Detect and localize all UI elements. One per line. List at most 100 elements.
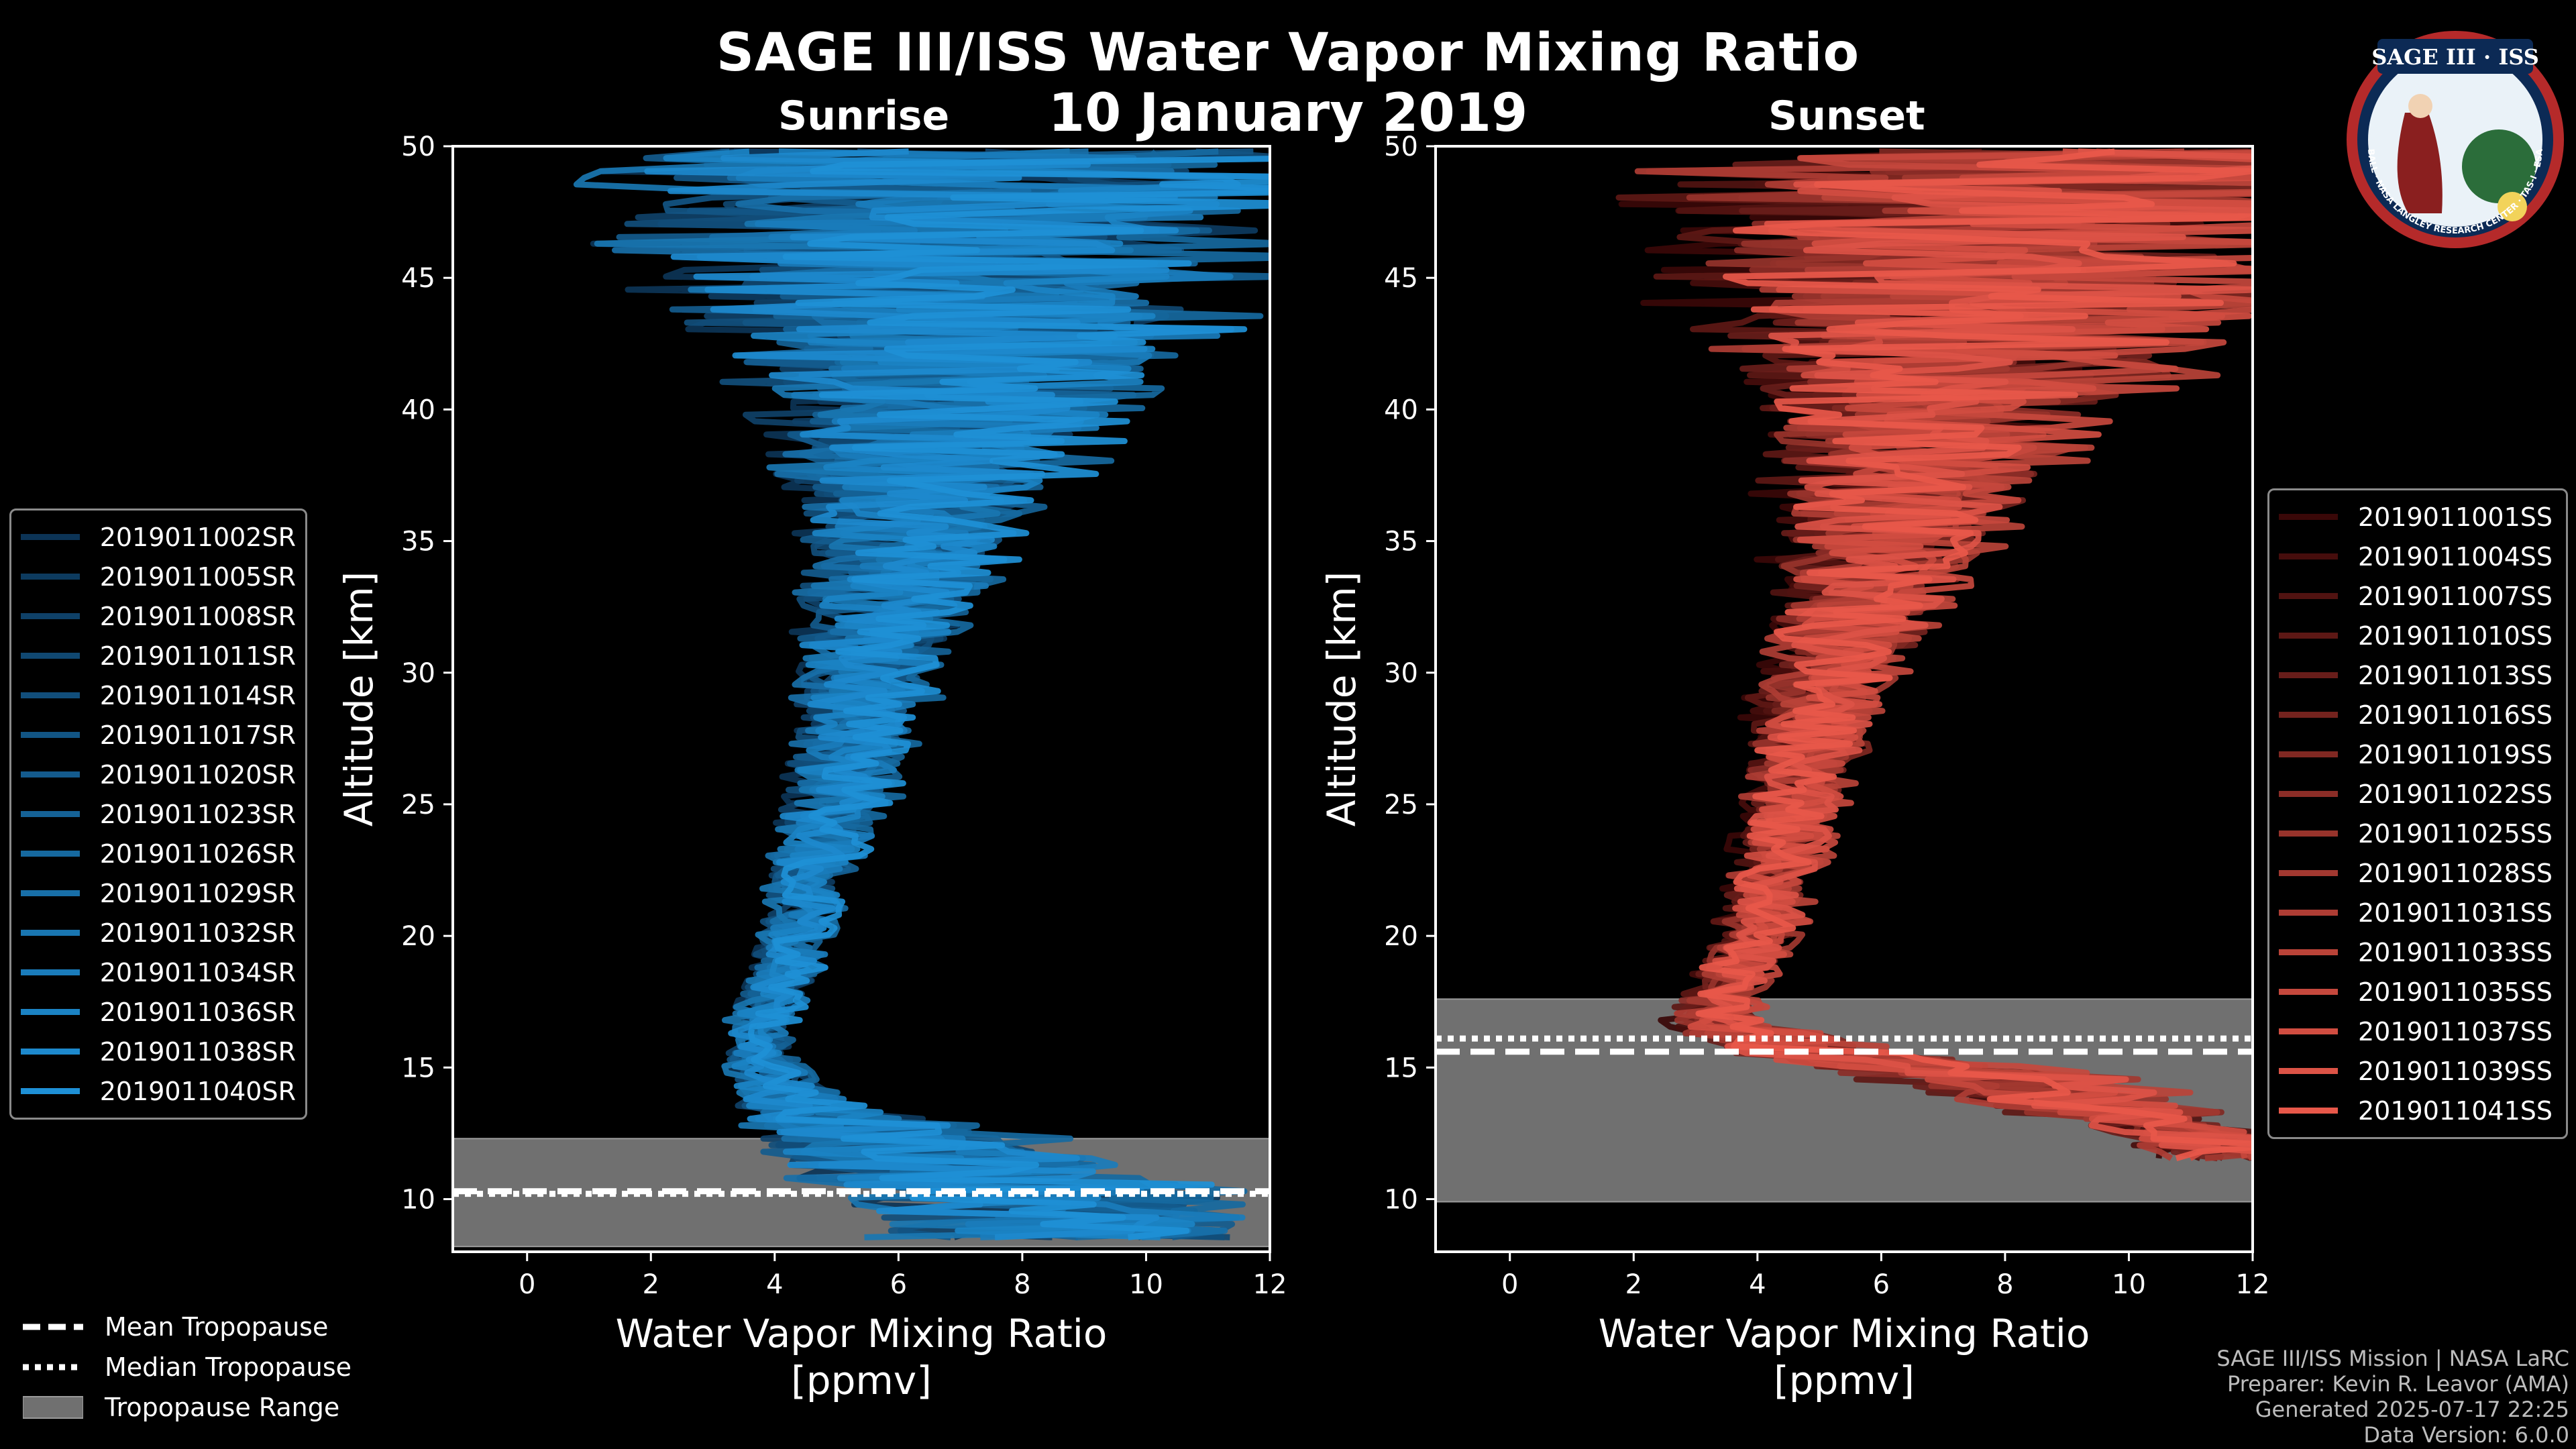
- legend-label: 2019011020SR: [99, 759, 296, 790]
- sunset-legend: 2019011001SS 2019011004SS 2019011007SS 2019…: [2267, 488, 2568, 1139]
- x-tick-label: 8: [1996, 1269, 2013, 1300]
- y-tick-label: 10: [401, 1185, 435, 1216]
- legend-label: 2019011040SR: [99, 1076, 296, 1106]
- tropopause-legend-median: Median Tropopause: [23, 1347, 352, 1387]
- x-tick-label: 12: [2236, 1269, 2270, 1300]
- y-tick-label: 25: [401, 790, 435, 820]
- legend-swatch: [21, 692, 80, 698]
- tropopause-range-label: Tropopause Range: [105, 1393, 340, 1422]
- legend-label: 2019011029SR: [99, 878, 296, 908]
- legend-item: 2019011019SS: [2279, 735, 2557, 774]
- x-axis-label: [ppmv]: [791, 1358, 932, 1403]
- x-tick-label: 12: [1253, 1269, 1287, 1300]
- legend-label: 2019011025SS: [2358, 818, 2553, 849]
- legend-swatch: [2279, 672, 2338, 678]
- legend-label: 2019011007SS: [2358, 581, 2553, 611]
- legend-item: 2019011016SS: [2279, 695, 2557, 735]
- legend-swatch: [21, 969, 80, 975]
- legend-item: 2019011028SS: [2279, 853, 2557, 893]
- sunset-panel-label: Sunset: [1768, 93, 1925, 140]
- x-tick-label: 2: [643, 1269, 659, 1300]
- legend-item: 2019011023SR: [21, 794, 296, 834]
- tropopause-median-label: Median Tropopause: [105, 1352, 352, 1382]
- y-tick-label: 45: [401, 263, 435, 294]
- legend-swatch: [21, 890, 80, 896]
- profile-lines: [1615, 148, 2253, 1162]
- legend-swatch: [2279, 1068, 2338, 1074]
- legend-swatch: [21, 732, 80, 738]
- legend-label: 2019011016SS: [2358, 700, 2553, 730]
- x-tick-label: 6: [1873, 1269, 1890, 1300]
- y-axis-label: Altitude [km]: [336, 572, 382, 826]
- footer-line-preparer: Preparer: Kevin R. Leavor (AMA): [2226, 1371, 2569, 1397]
- plot-frame: [1434, 145, 2254, 1253]
- y-tick-label: 30: [1384, 658, 1418, 689]
- legend-item: 2019011036SR: [21, 992, 296, 1032]
- x-tick-label: 10: [2112, 1269, 2146, 1300]
- legend-label: 2019011026SR: [99, 839, 296, 869]
- legend-swatch: [21, 1049, 80, 1055]
- x-tick-label: 2: [1625, 1269, 1642, 1300]
- legend-swatch: [2279, 751, 2338, 757]
- y-tick-label: 20: [1384, 921, 1418, 952]
- x-tick-label: 8: [1014, 1269, 1030, 1300]
- y-tick-label: 25: [1384, 790, 1418, 820]
- legend-item: 2019011033SS: [2279, 932, 2557, 972]
- legend-swatch: [2279, 514, 2338, 520]
- legend-label: 2019011014SR: [99, 680, 296, 710]
- legend-label: 2019011034SR: [99, 957, 296, 987]
- legend-swatch: [2279, 791, 2338, 797]
- legend-label: 2019011004SS: [2358, 541, 2553, 572]
- legend-item: 2019011029SR: [21, 873, 296, 913]
- x-tick-label: 0: [519, 1269, 535, 1300]
- y-tick-label: 10: [1384, 1185, 1418, 1216]
- x-tick-label: 10: [1129, 1269, 1163, 1300]
- legend-item: 2019011008SR: [21, 596, 296, 636]
- legend-swatch: [21, 851, 80, 857]
- sage-mission-logo: SAGE III · ISS BALL · NASA LANGLEY RESEA…: [2347, 31, 2564, 248]
- plot-frame: [451, 145, 1271, 1253]
- y-tick-label: 50: [401, 131, 435, 162]
- legend-item: 2019011010SS: [2279, 616, 2557, 655]
- chart-title: SAGE III/ISS Water Vapor Mixing Ratio: [716, 23, 1860, 83]
- legend-swatch: [21, 930, 80, 936]
- y-tick-label: 15: [401, 1053, 435, 1083]
- legend-item: 2019011004SS: [2279, 537, 2557, 576]
- legend-label: 2019011001SS: [2358, 502, 2553, 532]
- legend-item: 2019011005SR: [21, 557, 296, 596]
- legend-item: 2019011037SS: [2279, 1012, 2557, 1051]
- range-swatch-icon: [23, 1396, 83, 1419]
- legend-swatch: [21, 574, 80, 580]
- legend-swatch: [2279, 593, 2338, 599]
- y-tick-label: 35: [1384, 527, 1418, 557]
- legend-item: 2019011022SS: [2279, 774, 2557, 814]
- profile-line: [747, 156, 1270, 1240]
- legend-label: 2019011002SR: [99, 522, 296, 552]
- legend-label: 2019011032SR: [99, 918, 296, 948]
- legend-item: 2019011020SR: [21, 755, 296, 794]
- chart-date: 10 January 2019: [1048, 83, 1528, 144]
- profile-line: [1695, 148, 2253, 1162]
- legend-swatch: [2279, 553, 2338, 559]
- y-tick-label: 40: [1384, 394, 1418, 425]
- legend-label: 2019011013SS: [2358, 660, 2553, 690]
- legend-item: 2019011007SS: [2279, 576, 2557, 616]
- legend-swatch: [2279, 949, 2338, 955]
- x-tick-label: 0: [1501, 1269, 1518, 1300]
- tropopause-legend: Mean Tropopause Median Tropopause Tropop…: [23, 1307, 352, 1428]
- y-tick-label: 45: [1384, 263, 1418, 294]
- legend-label: 2019011017SR: [99, 720, 296, 750]
- x-tick-label: 4: [766, 1269, 783, 1300]
- legend-label: 2019011041SS: [2358, 1095, 2553, 1126]
- legend-label: 2019011031SS: [2358, 898, 2553, 928]
- legend-label: 2019011037SS: [2358, 1016, 2553, 1046]
- legend-swatch: [2279, 870, 2338, 876]
- legend-label: 2019011011SR: [99, 641, 296, 671]
- legend-label: 2019011023SR: [99, 799, 296, 829]
- tropopause-legend-mean: Mean Tropopause: [23, 1307, 352, 1347]
- legend-swatch: [2279, 989, 2338, 995]
- sunrise-panel-label: Sunrise: [778, 93, 950, 140]
- legend-item: 2019011017SR: [21, 715, 296, 755]
- logo-title-text: SAGE III · ISS: [2371, 44, 2539, 70]
